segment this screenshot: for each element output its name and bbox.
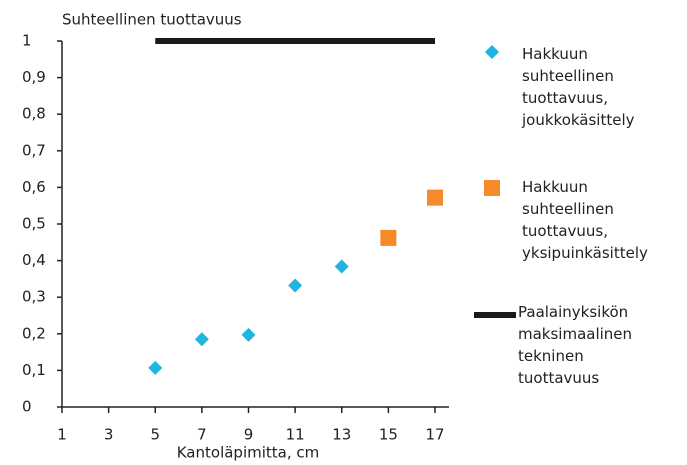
x-axis-label: Kantoläpimitta, cm — [177, 444, 320, 462]
y-tick-label: 0,6 — [22, 178, 46, 196]
point — [288, 278, 303, 293]
x-tick-label: 17 — [425, 426, 444, 444]
point — [241, 327, 256, 342]
y-tick-label: 0,5 — [22, 215, 46, 233]
y-tick-label: 0,8 — [22, 105, 46, 123]
y-tick-label: 0,4 — [22, 251, 46, 269]
x-tick-label: 11 — [286, 426, 305, 444]
y-tick-label: 1 — [22, 32, 32, 50]
y-tick-label: 0 — [22, 398, 32, 416]
legend-label: Paalainyksikön maksimaalinen tekninen tu… — [518, 303, 633, 387]
point — [194, 332, 209, 347]
x-tick-label: 7 — [197, 426, 207, 444]
x-tick-label: 15 — [379, 426, 398, 444]
y-tick-label: 0,2 — [22, 324, 46, 342]
y-tick-label: 0,7 — [22, 141, 46, 159]
y-tick-label: 0,9 — [22, 68, 46, 86]
legend-marker — [484, 180, 500, 196]
x-tick-label: 13 — [332, 426, 351, 444]
x-tick-label: 3 — [104, 426, 114, 444]
y-tick-label: 0,3 — [22, 288, 46, 306]
legend-marker — [485, 45, 499, 59]
x-tick-label: 9 — [244, 426, 254, 444]
point — [427, 189, 444, 206]
point — [148, 360, 163, 375]
x-tick-label: 5 — [150, 426, 160, 444]
y-tick-label: 0,1 — [22, 361, 46, 379]
legend-label: Hakkuun suhteellinen tuottavuus, joukkok… — [522, 45, 635, 129]
legend-label: Hakkuun suhteellinen tuottavuus, yksipui… — [522, 178, 648, 262]
point — [334, 259, 349, 274]
point — [380, 229, 397, 246]
chart-title: Suhteellinen tuottavuus — [62, 11, 242, 29]
x-tick-label: 1 — [57, 426, 67, 444]
